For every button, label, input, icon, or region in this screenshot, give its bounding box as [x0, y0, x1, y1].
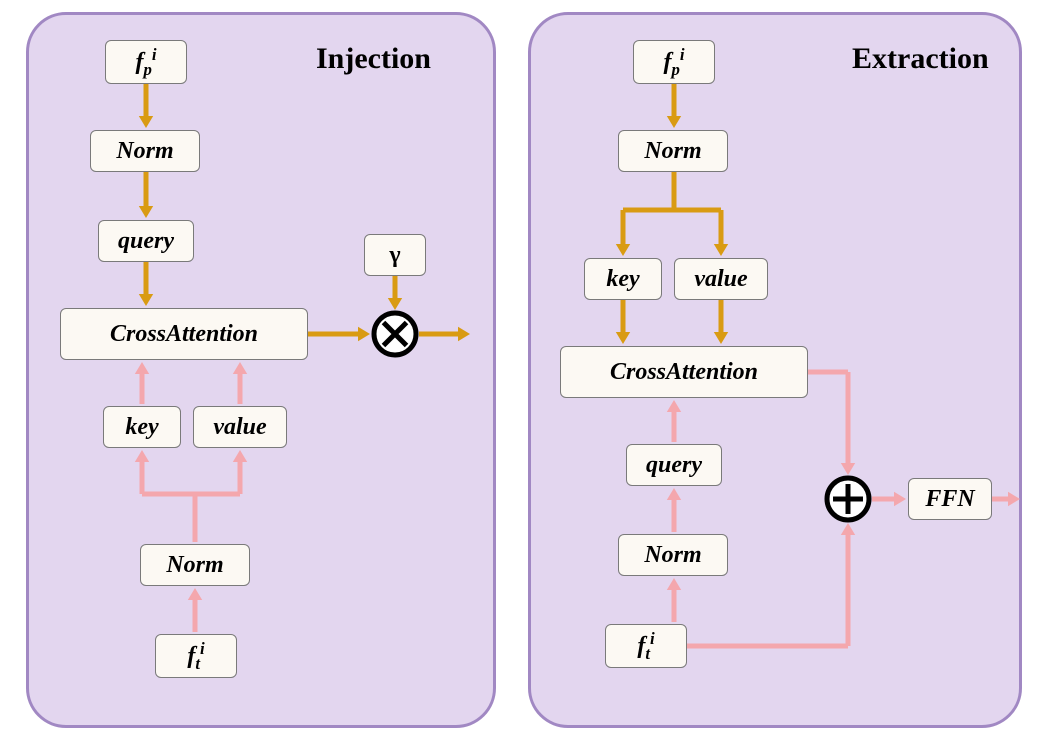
- node-ext_value: value: [674, 258, 768, 300]
- node-label: CrossAttention: [610, 359, 758, 386]
- node-label: fti: [637, 629, 654, 664]
- node-label: value: [213, 414, 266, 441]
- node-inj_norm2: Norm: [140, 544, 250, 586]
- node-label: value: [694, 266, 747, 293]
- node-label: Norm: [166, 552, 223, 579]
- node-label: Norm: [116, 138, 173, 165]
- node-inj_ft: fti: [155, 634, 237, 678]
- node-ext_norm2: Norm: [618, 534, 728, 576]
- node-label: query: [118, 228, 174, 255]
- node-label: Norm: [644, 542, 701, 569]
- node-label: fti: [187, 639, 204, 674]
- node-inj_gamma: γ: [364, 234, 426, 276]
- panel-inj: [26, 12, 496, 728]
- node-label: query: [646, 452, 702, 479]
- node-ext_ca: CrossAttention: [560, 346, 808, 398]
- node-inj_ca: CrossAttention: [60, 308, 308, 360]
- diagram-stage: Injection Extraction fpi Norm query γ CrossAtt…: [0, 0, 1048, 742]
- node-inj_value: value: [193, 406, 287, 448]
- node-label: fpi: [663, 45, 684, 80]
- node-ext_ft: fti: [605, 624, 687, 668]
- node-label: γ: [389, 242, 400, 269]
- node-label: key: [125, 414, 158, 441]
- node-inj_norm1: Norm: [90, 130, 200, 172]
- node-ext_ffn: FFN: [908, 478, 992, 520]
- node-label: CrossAttention: [110, 321, 258, 348]
- panel-title-inj: Injection: [316, 42, 431, 76]
- node-ext_norm1: Norm: [618, 130, 728, 172]
- node-label: key: [606, 266, 639, 293]
- panel-title-ext: Extraction: [852, 42, 989, 76]
- node-label: Norm: [644, 138, 701, 165]
- node-label: fpi: [135, 45, 156, 80]
- node-inj_key: key: [103, 406, 181, 448]
- node-ext_key: key: [584, 258, 662, 300]
- node-inj_query: query: [98, 220, 194, 262]
- node-label: FFN: [925, 486, 974, 513]
- node-ext_query: query: [626, 444, 722, 486]
- node-inj_fp: fpi: [105, 40, 187, 84]
- node-ext_fp: fpi: [633, 40, 715, 84]
